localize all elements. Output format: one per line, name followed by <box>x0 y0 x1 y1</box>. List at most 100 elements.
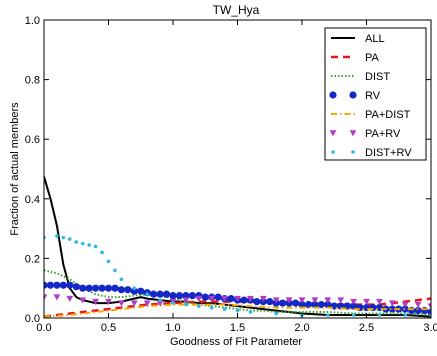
point-pa-rv <box>143 300 151 307</box>
legend-label: PA+DIST <box>365 109 411 121</box>
series-dist-rv <box>44 234 431 317</box>
legend-item-all: ALL <box>331 33 385 45</box>
point-rv <box>414 306 422 315</box>
point-rv <box>150 290 158 298</box>
point-rv <box>324 300 332 309</box>
point-rv <box>59 281 67 289</box>
x-tick-label: 0.5 <box>101 322 116 334</box>
point-dist-rv <box>119 277 124 282</box>
point-dist-rv <box>93 244 98 249</box>
point-rv <box>72 283 80 291</box>
y-tick-label: 0.6 <box>25 134 40 146</box>
point-dist-rv <box>113 268 117 273</box>
point-dist-rv <box>100 250 104 255</box>
point-dist-rv <box>74 240 79 244</box>
point-pa-rv <box>156 300 164 307</box>
point-dist-rv <box>274 311 279 316</box>
point-pa-rv <box>234 295 241 303</box>
point-dist-rv <box>326 313 330 317</box>
x-tick-label: 2.0 <box>294 322 309 334</box>
legend-swatch <box>329 91 337 99</box>
point-rv <box>137 287 145 295</box>
point-pa-rv <box>53 294 61 301</box>
point-rv <box>130 287 138 295</box>
point-rv <box>79 284 87 292</box>
legend-swatch <box>349 91 357 99</box>
y-tick-label: 0.0 <box>25 313 40 325</box>
point-pa-rv <box>208 295 216 303</box>
point-rv <box>214 293 222 301</box>
point-pa-rv <box>66 295 74 303</box>
point-rv <box>401 305 409 313</box>
x-axis-label: Goodness of Fit Parameter <box>170 336 302 348</box>
point-pa-rv <box>324 297 332 304</box>
point-rv <box>44 281 48 289</box>
legend-item-pa-rv: PA+RV <box>329 128 401 140</box>
legend-item-dist: DIST <box>331 71 390 83</box>
legend-box <box>324 27 427 161</box>
point-rv <box>304 300 313 309</box>
point-dist-rv <box>145 292 149 296</box>
y-tick-label: 1.0 <box>25 15 40 27</box>
axis-ticks: 0.0 0.5 1.0 1.5 2.0 2.5 3.0 0.0 0.2 0.4 0.6 0.8 1.0 <box>25 15 437 334</box>
point-rv <box>85 284 93 292</box>
point-rv <box>266 298 274 306</box>
point-rv <box>124 286 132 294</box>
point-rv <box>188 292 196 300</box>
line-pa-dist <box>44 303 431 318</box>
point-pa-rv <box>44 294 48 301</box>
point-dist-rv <box>158 298 162 302</box>
legend-item-dist-rv: DIST+RV <box>331 147 412 159</box>
point-pa-rv <box>247 295 254 303</box>
point-rv <box>201 293 209 301</box>
legend-label: PA+RV <box>365 128 401 140</box>
point-pa-rv <box>92 298 99 306</box>
legend-item-pa: PA <box>331 52 380 64</box>
point-pa-rv <box>376 298 383 306</box>
x-tick-label: 3.0 <box>423 322 437 334</box>
point-dist-rv <box>68 237 72 241</box>
point-pa-rv <box>130 300 138 307</box>
point-rv <box>46 281 55 289</box>
legend-label: ALL <box>365 33 385 45</box>
point-rv <box>311 300 319 309</box>
point-rv <box>98 284 106 292</box>
series-group <box>44 176 431 318</box>
point-rv <box>350 302 358 310</box>
series-pa-dist <box>44 303 431 318</box>
legend-label: DIST+RV <box>365 147 412 159</box>
point-rv <box>253 298 261 306</box>
point-pa-rv <box>221 295 228 303</box>
point-pa-rv <box>195 295 203 303</box>
point-rv <box>298 300 306 309</box>
point-pa-rv <box>427 303 431 310</box>
legend-label: PA <box>365 52 380 64</box>
point-dist-rv <box>209 305 214 310</box>
y-axis-label: Fraction of actual members <box>9 102 21 236</box>
y-tick-label: 0.4 <box>25 194 40 206</box>
point-dist-rv <box>80 241 85 246</box>
point-pa-rv <box>105 298 112 306</box>
point-rv <box>104 284 113 292</box>
point-pa-rv <box>118 300 125 307</box>
point-dist-rv <box>106 259 111 264</box>
point-pa-rv <box>337 297 345 304</box>
point-dist-rv <box>87 243 91 247</box>
point-rv <box>227 295 235 303</box>
point-rv <box>162 290 171 298</box>
point-rv <box>420 306 429 315</box>
point-rv <box>408 306 416 315</box>
point-pa-rv <box>259 295 267 303</box>
point-rv <box>175 292 184 300</box>
point-dist-rv <box>184 302 188 307</box>
point-rv <box>111 284 119 292</box>
series-rv <box>44 281 431 316</box>
point-rv <box>117 286 125 294</box>
point-rv <box>156 290 164 298</box>
chart-title: TW_Hya <box>213 3 260 17</box>
point-rv <box>169 292 177 300</box>
point-rv <box>66 281 74 289</box>
line-dist <box>44 269 431 316</box>
